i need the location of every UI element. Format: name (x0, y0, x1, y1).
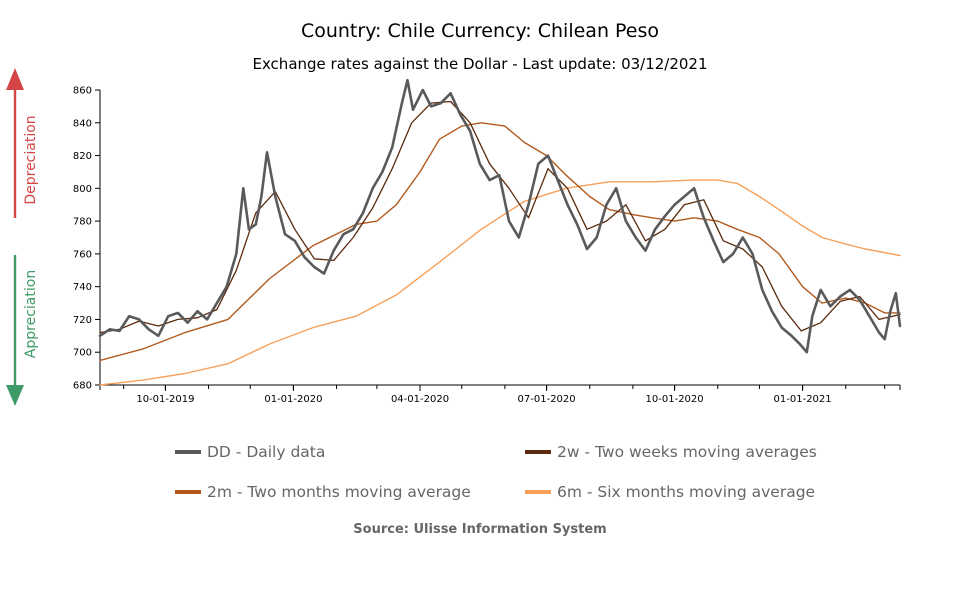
y-tick-label: 760 (73, 249, 92, 260)
depreciation-label: Depreciation (23, 115, 39, 204)
x-tick-label: 01-01-2021 (774, 394, 832, 405)
legend-swatch-daily (175, 450, 201, 454)
y-tick-label: 800 (73, 184, 92, 195)
x-tick-label: 10-01-2020 (646, 394, 704, 405)
x-tick-label: 01-01-2020 (264, 394, 322, 405)
series-lines (98, 78, 902, 386)
legend-swatch-two-weeks (525, 450, 551, 454)
legend-label-two-weeks: 2w - Two weeks moving averages (557, 443, 817, 461)
chart-title: Country: Chile Currency: Chilean Peso (300, 20, 660, 42)
appreciation-arrow-head (6, 385, 24, 406)
legend-label-daily: DD - Daily data (207, 443, 326, 461)
legend-item-two-weeks: 2w - Two weeks moving averages (525, 443, 817, 461)
y-tick-label: 780 (73, 217, 92, 228)
legend-swatch-two-months (175, 490, 201, 494)
legend-item-two-months: 2m - Two months moving average (175, 483, 471, 501)
y-tick-label: 840 (73, 118, 92, 129)
depreciation-arrow-head (6, 68, 24, 90)
series-line-dd (98, 78, 902, 354)
series-line-m2 (99, 122, 901, 362)
appreciation-label: Appreciation (23, 270, 39, 358)
legend-item-daily: DD - Daily data (175, 443, 325, 461)
chart-subtitle: Exchange rates against the Dollar - Last… (252, 55, 708, 73)
x-tick-label: 10-01-2019 (136, 394, 194, 405)
y-tick-label: 740 (73, 282, 92, 293)
series-line-m6 (99, 179, 901, 386)
y-tick-label: 820 (73, 151, 92, 162)
legend-label-six-months: 6m - Six months moving average (557, 483, 816, 501)
legend-swatch-six-months (525, 490, 551, 494)
y-tick-label: 680 (73, 381, 92, 392)
legend-label-two-months: 2m - Two months moving average (207, 483, 471, 501)
x-tick-label: 04-01-2020 (391, 394, 449, 405)
y-tick-label: 860 (73, 86, 92, 97)
axes: 680 700 720 740 760 780 800 820 840 860 10-01-2019… (73, 86, 901, 405)
side-indicators: Depreciation Appreciation (6, 68, 39, 406)
x-tick-label: 07-01-2020 (518, 394, 576, 405)
y-tick-label: 720 (73, 315, 92, 326)
legend: DD - Daily data 2w - Two weeks moving av… (0, 440, 960, 510)
legend-item-six-months: 6m - Six months moving average (525, 483, 815, 501)
source-note: Source: Ulisse Information System (353, 522, 607, 537)
y-tick-label: 700 (73, 348, 92, 359)
